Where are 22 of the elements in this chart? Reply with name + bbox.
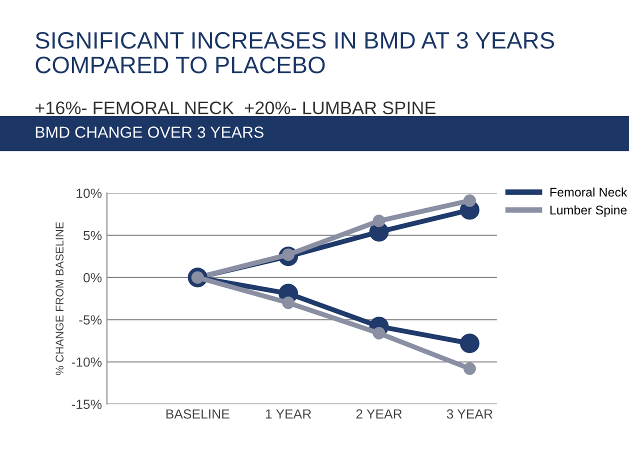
y-axis-title: % CHANGE FROM BASELINE [56,222,64,376]
y-tick-label: 5% [84,230,102,240]
point [463,194,476,207]
point [372,326,386,340]
y-tick-label: -10% [72,357,102,367]
point [460,334,480,354]
chart-title: SIGNIFICANT INCREASES IN BMD AT 3 YEARS COMPARED TO PLACEBO [36,32,554,74]
point [372,214,386,228]
y-tick-label: -5% [79,315,102,325]
point [282,296,295,310]
chart-subtitle: +16%- FEMORAL NECK +20%- LUMBAR SPINE [35,102,436,114]
x-tick-label: BASELINE [166,409,230,419]
legend-label: Lumber Spine [550,205,627,217]
y-tick-label: -15% [72,400,102,410]
text: BMD CHANGE OVER 3 YEARS [36,126,264,138]
legend-label: Femoral Neck [550,187,628,197]
x-tick-label: 2 YEAR [356,409,402,419]
y-tick-label: 10% [76,188,102,198]
x-tick-label: 3 YEAR [446,409,492,419]
y-tick-label: 0% [84,273,102,282]
point [463,362,476,375]
x-tick-label: 1 YEAR [266,409,312,419]
